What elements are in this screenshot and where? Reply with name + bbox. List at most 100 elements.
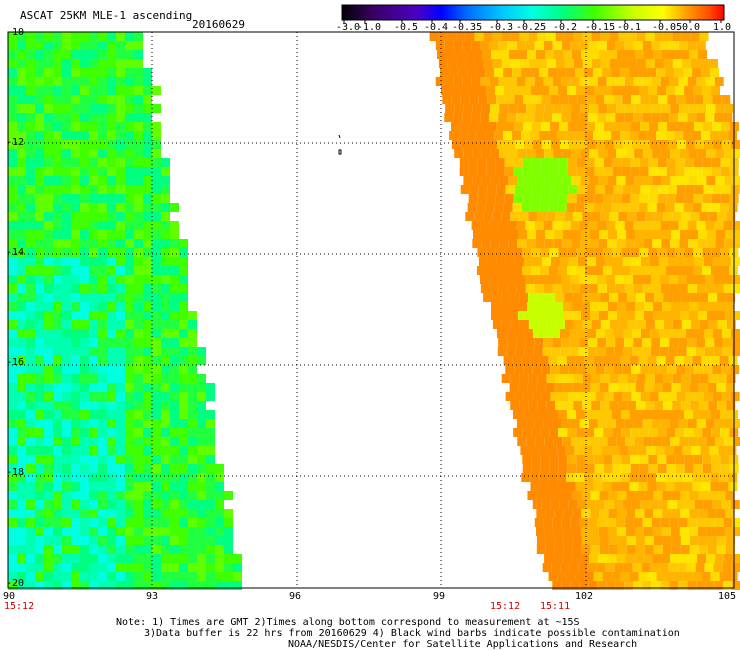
swath-cell: [125, 419, 134, 428]
left-swath: [8, 32, 242, 590]
swath-cell: [627, 32, 637, 41]
swath-cell: [552, 338, 562, 347]
swath-cell: [53, 329, 62, 338]
swath-cell: [8, 554, 17, 563]
swath-cell: [233, 572, 242, 581]
swath-cell: [720, 194, 730, 203]
swath-cell: [125, 518, 134, 527]
swath-cell: [572, 509, 582, 518]
swath-cell: [89, 50, 98, 59]
swath-cell: [179, 581, 188, 590]
swath-cell: [462, 113, 472, 122]
swath-cell: [17, 491, 26, 500]
swath-cell: [584, 68, 594, 77]
swath-cell: [709, 446, 719, 455]
swath-cell: [125, 248, 134, 257]
swath-cell: [44, 203, 53, 212]
swath-cell: [645, 320, 655, 329]
swath-cell: [657, 455, 667, 464]
lon-label-99: 99: [433, 591, 446, 602]
swath-cell: [544, 149, 554, 158]
swath-cell: [468, 194, 478, 203]
swath-cell: [62, 149, 71, 158]
swath-cell: [215, 554, 224, 563]
swath-cell: [510, 320, 520, 329]
swath-cell: [631, 95, 641, 104]
swath-cell: [125, 320, 134, 329]
swath-cell: [618, 293, 628, 302]
swath-cell: [53, 122, 62, 131]
swath-cell: [678, 581, 688, 590]
swath-cell: [599, 509, 609, 518]
swath-cell: [694, 329, 704, 338]
swath-cell: [143, 446, 152, 455]
swath-cell: [89, 41, 98, 50]
swath-cell: [477, 158, 487, 167]
swath-cell: [125, 293, 134, 302]
swath-cell: [460, 122, 470, 131]
swath-cell: [675, 167, 685, 176]
swath-cell: [537, 32, 547, 41]
swath-cell: [44, 140, 53, 149]
swath-cell: [568, 257, 578, 266]
swath-cell: [552, 113, 562, 122]
swath-cell: [521, 131, 531, 140]
swath-cell: [580, 230, 590, 239]
swath-cell: [720, 167, 730, 176]
swath-cell: [215, 464, 224, 473]
swath-cell: [35, 68, 44, 77]
swath-cell: [584, 356, 594, 365]
swath-cell: [554, 383, 564, 392]
swath-cell: [442, 95, 452, 104]
swath-cell: [528, 32, 538, 41]
swath-cell: [603, 464, 613, 473]
swath-cell: [552, 221, 562, 230]
swath-cell: [474, 59, 484, 68]
swath-cell: [501, 293, 511, 302]
swath-cell: [594, 248, 604, 257]
swath-cell: [71, 383, 80, 392]
swath-cell: [579, 581, 589, 590]
swath-cell: [694, 257, 704, 266]
swath-cell: [509, 383, 519, 392]
swath-cell: [152, 572, 161, 581]
swath-cell: [573, 59, 583, 68]
swath-cell: [707, 302, 717, 311]
swath-cell: [8, 500, 17, 509]
swath-cell: [89, 185, 98, 194]
swath-cell: [53, 32, 62, 41]
swath-cell: [35, 365, 44, 374]
swath-cell: [80, 509, 89, 518]
swath-cell: [702, 248, 712, 257]
swath-cell: [179, 410, 188, 419]
swath-cell: [650, 563, 660, 572]
swath-cell: [597, 338, 607, 347]
swath-cell: [564, 212, 574, 221]
swath-cell: [588, 581, 598, 590]
swath-cell: [516, 113, 526, 122]
swath-cell: [636, 212, 646, 221]
swath-cell: [653, 302, 663, 311]
swath-cell: [503, 356, 513, 365]
swath-cell: [206, 572, 215, 581]
swath-cell: [116, 428, 125, 437]
swath-cell: [627, 401, 637, 410]
swath-cell: [721, 140, 731, 149]
swath-cell: [582, 212, 592, 221]
swath-cell: [722, 347, 732, 356]
swath-cell: [170, 455, 179, 464]
swath-cell: [161, 446, 170, 455]
swath-cell: [678, 419, 688, 428]
swath-cell: [224, 491, 233, 500]
swath-cell: [615, 113, 625, 122]
swath-cell: [44, 320, 53, 329]
swath-cell: [577, 392, 587, 401]
swath-cell: [152, 464, 161, 473]
swath-cell: [590, 509, 600, 518]
swath-cell: [44, 266, 53, 275]
swath-cell: [71, 239, 80, 248]
swath-cell: [447, 59, 457, 68]
swath-cell: [580, 104, 590, 113]
swath-cell: [576, 86, 586, 95]
swath-cell: [639, 428, 649, 437]
